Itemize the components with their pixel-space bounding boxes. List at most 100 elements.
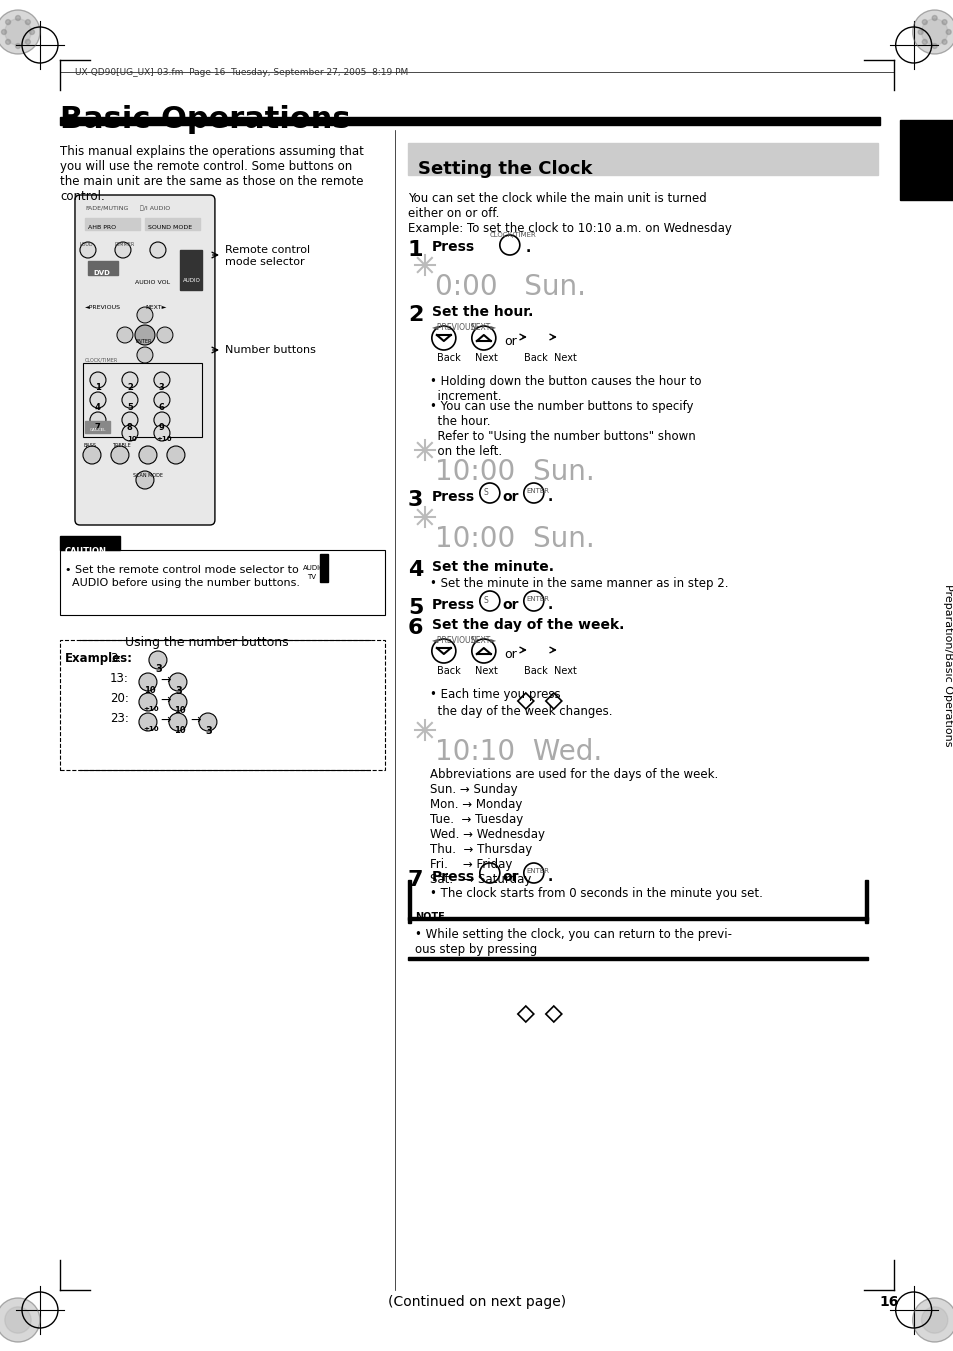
- Text: .: .: [525, 240, 531, 255]
- Circle shape: [169, 713, 187, 731]
- Text: ◄PREVIOUS: ◄PREVIOUS: [432, 323, 476, 332]
- Text: Examples:: Examples:: [65, 653, 132, 665]
- Circle shape: [0, 9, 40, 54]
- Text: 10:00  Sun.: 10:00 Sun.: [435, 458, 594, 486]
- Text: or: or: [502, 598, 518, 612]
- Text: or: or: [503, 335, 516, 349]
- Text: CLOCK/TIMER: CLOCK/TIMER: [489, 232, 536, 238]
- Circle shape: [150, 242, 166, 258]
- Text: 3: 3: [408, 490, 423, 509]
- Text: Press: Press: [432, 490, 475, 504]
- Circle shape: [139, 693, 157, 711]
- Text: NOTE: NOTE: [415, 912, 444, 921]
- Circle shape: [30, 30, 34, 35]
- Circle shape: [921, 1306, 947, 1333]
- Text: +10: +10: [155, 436, 172, 442]
- Bar: [60, 536, 120, 550]
- Circle shape: [139, 446, 157, 463]
- Text: or: or: [503, 648, 516, 661]
- Circle shape: [922, 20, 926, 24]
- Text: 10: 10: [127, 436, 136, 442]
- Circle shape: [115, 242, 131, 258]
- Text: Number buttons: Number buttons: [225, 345, 315, 355]
- Bar: [85, 218, 140, 230]
- Text: LOUD: LOUD: [80, 242, 93, 247]
- Text: TV: TV: [307, 574, 315, 580]
- Text: 4: 4: [408, 561, 423, 580]
- Text: (Continued on next page): (Continued on next page): [387, 1296, 565, 1309]
- Text: ENTER: ENTER: [526, 596, 549, 603]
- Text: Press: Press: [432, 598, 475, 612]
- Text: 3: 3: [159, 382, 165, 392]
- Text: Next: Next: [475, 353, 497, 363]
- Text: +10: +10: [143, 725, 158, 732]
- Text: 20:: 20:: [110, 692, 129, 705]
- Circle shape: [122, 392, 138, 408]
- Text: 5: 5: [408, 598, 423, 617]
- Text: Basic Operations: Basic Operations: [60, 105, 351, 134]
- Circle shape: [167, 446, 185, 463]
- Text: SCAN MODE: SCAN MODE: [132, 473, 163, 478]
- Circle shape: [139, 673, 157, 690]
- Text: ◄PREVIOUS: ◄PREVIOUS: [85, 305, 121, 309]
- Text: FADE/MUTING: FADE/MUTING: [85, 205, 129, 209]
- Text: AUDIO VOL: AUDIO VOL: [134, 280, 170, 285]
- Circle shape: [139, 713, 157, 731]
- Text: Press: Press: [432, 870, 475, 884]
- Text: 2: 2: [127, 382, 132, 392]
- Text: Press: Press: [432, 240, 475, 254]
- Text: ⏻/Ι AUDIO: ⏻/Ι AUDIO: [140, 205, 170, 211]
- Circle shape: [6, 20, 10, 24]
- Text: Set the day of the week.: Set the day of the week.: [432, 617, 623, 632]
- Text: Back  Next: Back Next: [523, 353, 576, 363]
- Text: 8: 8: [127, 423, 132, 432]
- Text: 10: 10: [144, 686, 155, 694]
- Circle shape: [90, 392, 106, 408]
- Text: 13:: 13:: [110, 671, 129, 685]
- Text: ◄PREVIOUS: ◄PREVIOUS: [432, 636, 476, 644]
- Text: S: S: [483, 596, 488, 605]
- Text: CAUTION: CAUTION: [65, 547, 107, 557]
- Text: 4: 4: [95, 403, 101, 412]
- Text: • Holding down the button causes the hour to
  increment.: • Holding down the button causes the hou…: [430, 376, 700, 403]
- Circle shape: [169, 673, 187, 690]
- Circle shape: [15, 43, 20, 49]
- Circle shape: [134, 326, 154, 345]
- Circle shape: [83, 446, 101, 463]
- Circle shape: [153, 426, 170, 440]
- Text: →: →: [160, 713, 171, 727]
- Circle shape: [90, 412, 106, 428]
- Text: Set the minute.: Set the minute.: [432, 561, 554, 574]
- Circle shape: [2, 30, 7, 35]
- Text: 3: 3: [154, 663, 161, 674]
- Circle shape: [149, 651, 167, 669]
- Text: NEXT►: NEXT►: [469, 323, 496, 332]
- Text: Abbreviations are used for the days of the week.
Sun. → Sunday
Mon. → Monday
Tue: Abbreviations are used for the days of t…: [430, 767, 718, 886]
- Bar: [85, 422, 110, 434]
- Text: Remote control
mode selector: Remote control mode selector: [225, 245, 310, 266]
- Text: 7: 7: [95, 423, 101, 432]
- Bar: [408, 957, 867, 961]
- Circle shape: [122, 426, 138, 440]
- Text: 10:00  Sun.: 10:00 Sun.: [435, 526, 594, 553]
- Text: or: or: [502, 870, 518, 884]
- Text: 3: 3: [205, 725, 212, 736]
- Text: AUDIO: AUDIO: [302, 565, 325, 571]
- Text: 10: 10: [173, 707, 186, 715]
- Circle shape: [921, 19, 947, 45]
- Text: This manual explains the operations assuming that
you will use the remote contro: This manual explains the operations assu…: [60, 145, 363, 203]
- Circle shape: [6, 39, 10, 45]
- Text: or: or: [502, 490, 518, 504]
- Circle shape: [5, 19, 31, 45]
- Text: 0:00   Sun.: 0:00 Sun.: [435, 273, 585, 301]
- Text: Using the number buttons: Using the number buttons: [125, 636, 288, 648]
- Circle shape: [90, 372, 106, 388]
- Text: NEXT►: NEXT►: [469, 636, 496, 644]
- Text: DIMMER: DIMMER: [115, 242, 135, 247]
- Bar: [319, 554, 328, 582]
- Text: 23:: 23:: [110, 712, 129, 725]
- Text: →: →: [160, 694, 171, 707]
- Text: BASS: BASS: [84, 443, 97, 449]
- Bar: [899, 120, 953, 200]
- Text: NEXT►: NEXT►: [145, 305, 166, 309]
